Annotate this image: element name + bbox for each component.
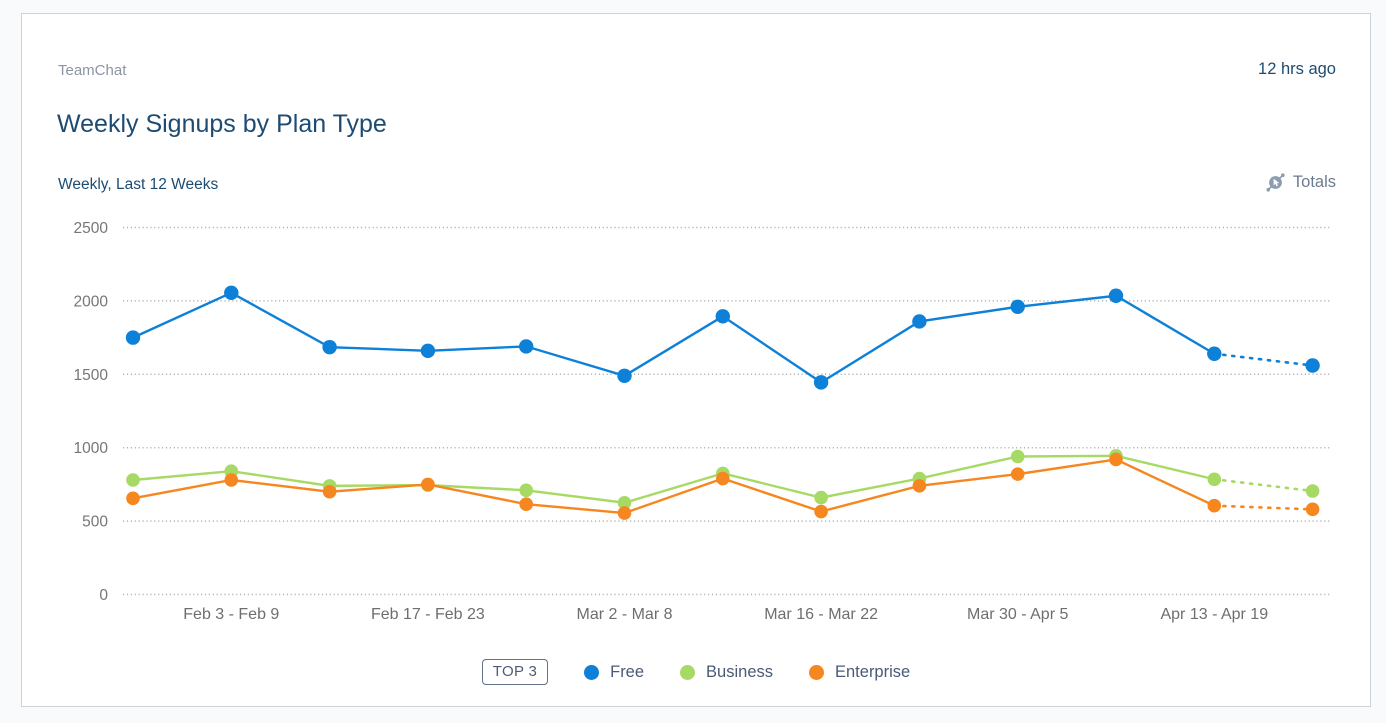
data-point-business[interactable] bbox=[519, 483, 533, 498]
legend-label: Free bbox=[610, 662, 645, 681]
y-tick-label: 2500 bbox=[74, 220, 109, 237]
chart-title[interactable]: Weekly Signups by Plan Type bbox=[57, 110, 387, 138]
data-point-enterprise[interactable] bbox=[421, 477, 435, 492]
series-line-dotted-business bbox=[1213, 477, 1314, 493]
series-line-dotted-enterprise bbox=[1213, 504, 1314, 511]
totals-label: Totals bbox=[1292, 173, 1336, 191]
data-point-business[interactable] bbox=[1207, 472, 1222, 487]
data-point-enterprise[interactable] bbox=[716, 471, 730, 486]
data-point-free[interactable] bbox=[1207, 346, 1222, 361]
data-point-free[interactable] bbox=[519, 339, 534, 354]
series-line-enterprise bbox=[132, 458, 1215, 515]
data-point-enterprise[interactable] bbox=[224, 473, 239, 487]
y-tick-label: 0 bbox=[99, 587, 108, 604]
date-range-label: Weekly, Last 12 Weeks bbox=[58, 176, 219, 193]
data-point-enterprise[interactable] bbox=[1305, 502, 1320, 517]
series-line-dotted-free bbox=[1213, 352, 1314, 367]
data-point-enterprise[interactable] bbox=[322, 484, 337, 499]
data-point-free[interactable] bbox=[912, 314, 927, 329]
data-point-business[interactable] bbox=[814, 490, 828, 505]
top-3-badge: TOP 3 bbox=[481, 659, 549, 685]
x-tick-label: Feb 3 - Feb 9 bbox=[183, 606, 279, 623]
data-point-business[interactable] bbox=[1010, 449, 1025, 464]
y-tick-label: 500 bbox=[82, 514, 108, 531]
data-point-enterprise[interactable] bbox=[126, 491, 140, 506]
totals-metric-control[interactable]: Totals bbox=[1265, 172, 1336, 193]
enterprise-series-dot bbox=[809, 664, 824, 680]
data-point-business[interactable] bbox=[1305, 484, 1320, 498]
data-point-enterprise[interactable] bbox=[912, 479, 927, 493]
x-tick-label: Mar 2 - Mar 8 bbox=[576, 606, 672, 623]
legend-label: Enterprise bbox=[835, 662, 911, 681]
data-point-business[interactable] bbox=[126, 473, 140, 487]
y-tick-label: 2000 bbox=[74, 293, 109, 310]
data-point-free[interactable] bbox=[125, 330, 141, 345]
data-point-free[interactable] bbox=[715, 309, 730, 324]
data-point-enterprise[interactable] bbox=[1010, 467, 1025, 481]
x-tick-label: Mar 30 - Apr 5 bbox=[967, 606, 1068, 623]
line-chart: 0 500 1000 1500 2000 2500 Feb 3 - Feb 9 Feb 17 … bbox=[74, 220, 1331, 623]
data-point-free[interactable] bbox=[322, 339, 337, 355]
data-point-free[interactable] bbox=[1010, 299, 1025, 314]
source-label: TeamChat bbox=[58, 62, 127, 79]
series-line-free bbox=[132, 291, 1215, 384]
data-point-free[interactable] bbox=[1305, 358, 1320, 373]
legend-item-business[interactable]: Business bbox=[680, 663, 773, 682]
x-tick-label: Feb 17 - Feb 23 bbox=[371, 606, 485, 623]
data-point-enterprise[interactable] bbox=[519, 497, 533, 512]
series-line-business bbox=[132, 454, 1215, 504]
data-point-enterprise[interactable] bbox=[1207, 498, 1222, 513]
chart-legend: TOP 3 Free Business Enterprise bbox=[22, 659, 1370, 685]
x-tick-label: Mar 16 - Mar 22 bbox=[764, 606, 878, 623]
data-point-free[interactable] bbox=[224, 285, 239, 301]
data-point-enterprise[interactable] bbox=[814, 504, 828, 519]
data-point-enterprise[interactable] bbox=[1109, 452, 1123, 467]
data-point-free[interactable] bbox=[813, 375, 829, 390]
legend-label: Business bbox=[706, 662, 773, 681]
data-point-free[interactable] bbox=[420, 343, 436, 359]
legend-item-enterprise[interactable]: Enterprise bbox=[809, 663, 910, 682]
data-point-business[interactable] bbox=[617, 495, 632, 510]
x-tick-label: Apr 13 - Apr 19 bbox=[1160, 606, 1268, 623]
y-tick-label: 1000 bbox=[74, 440, 109, 457]
data-point-enterprise[interactable] bbox=[617, 506, 632, 520]
data-point-free[interactable] bbox=[1108, 288, 1124, 303]
y-tick-label: 1500 bbox=[74, 367, 109, 384]
free-series-dot bbox=[584, 664, 600, 680]
metric-totals-icon bbox=[1266, 173, 1285, 192]
data-point-free[interactable] bbox=[617, 368, 632, 383]
chart-card: 0 500 1000 1500 2000 2500 Feb 3 - Feb 9 Feb 17 … bbox=[21, 13, 1371, 707]
last-updated-label: 12 hrs ago bbox=[1258, 60, 1336, 78]
business-series-dot bbox=[680, 664, 696, 680]
legend-item-free[interactable]: Free bbox=[584, 663, 644, 682]
